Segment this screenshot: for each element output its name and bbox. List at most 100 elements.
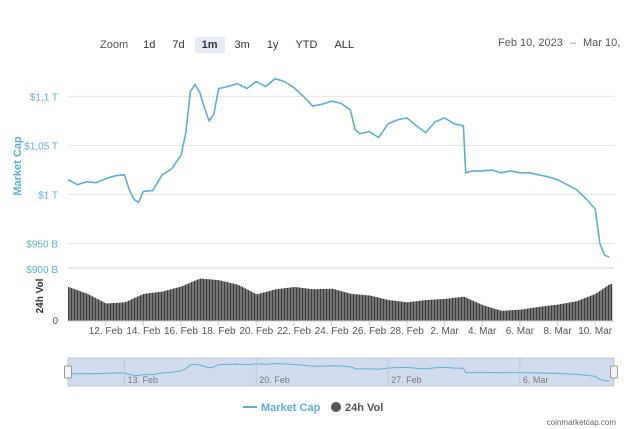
navigator[interactable]: 13. Feb 20. Feb 27. Feb 6. Mar [64,357,618,387]
volume-bar [309,288,311,321]
x-tick-label: 6. Mar [506,326,535,337]
volume-bar [549,305,551,321]
volume-bar [411,301,413,321]
volume-bar [446,298,448,321]
volume-bar [470,299,472,321]
volume-bar [473,300,475,321]
legend-volume-swatch [331,402,341,412]
volume-bar [129,300,131,321]
volume-bar [323,288,325,321]
zoom-all-button[interactable]: ALL [334,39,355,51]
volume-bar [171,288,173,321]
volume-bar [251,291,253,321]
range-from-input[interactable]: Feb 10, 2023 [498,37,563,49]
volume-bar [188,283,190,321]
volume-bar [234,284,236,321]
volume-bar [324,288,326,321]
volume-bar [416,301,418,321]
y-axis: $950 B $1 T $1,05 T $1,1 T $900 B 0 [24,92,58,327]
volume-bar [609,284,611,321]
volume-bar [401,301,403,321]
volume-bar [191,282,193,321]
volume-bar [173,288,175,321]
volume-bar [123,302,125,321]
volume-bar [459,297,461,321]
volume-bar [104,302,106,321]
volume-bar [539,306,541,321]
zoom-7d-button[interactable]: 7d [172,39,185,51]
volume-bar [207,279,209,321]
volume-bar [243,287,245,321]
legend-volume-label[interactable]: 24h Vol [345,402,383,414]
volume-bar [492,308,494,321]
volume-bar [348,293,350,321]
x-tick-label: 26. Feb [352,326,386,337]
volume-bar [371,295,373,321]
volume-bar [260,293,262,321]
zoom-bar: Zoom 1d 7d 1m 3m 1y YTD ALL [100,36,364,54]
zoom-1d-button[interactable]: 1d [143,39,156,51]
volume-bar [224,281,226,321]
volume-bar [512,310,514,321]
volume-bar [359,294,361,321]
volume-bar [363,294,365,321]
volume-bar [288,287,290,321]
zoom-label: Zoom [100,39,129,51]
volume-bar [357,294,359,321]
navigator-left-handle[interactable] [64,365,72,379]
zoom-3m-button[interactable]: 3m [234,39,250,51]
volume-bar [291,287,293,321]
volume-bar [320,289,322,321]
range-to-input[interactable]: Mar 10, 2023 [582,37,624,49]
volume-bar [564,303,566,321]
volume-bar [497,309,499,321]
zoom-1y-button[interactable]: 1y [266,39,279,51]
volume-bar [116,302,118,321]
volume-bar [350,293,352,321]
x-axis: 12. Feb 14. Feb 16. Feb 18. Feb 20. Feb 22. F… [89,321,613,337]
zoom-1m-button[interactable]: 1m [194,37,225,53]
volume-bar [306,288,308,321]
volume-bar [482,305,484,321]
volume-bar [92,296,94,321]
volume-bar [474,301,476,321]
legend-market-cap-label[interactable]: Market Cap [261,402,321,414]
zoom-ytd-button[interactable]: YTD [295,39,318,51]
volume-bar [203,278,205,321]
volume-bar [561,303,563,321]
volume-bar [558,304,560,321]
volume-bar [302,287,304,321]
volume-bar [146,293,148,321]
volume-bar [200,278,202,321]
volume-bar [245,288,247,321]
volume-bar [128,300,130,321]
navigator-right-handle[interactable] [610,365,618,379]
navigator-selection[interactable] [67,357,615,387]
volume-bar [381,298,383,321]
volume-bar [395,300,397,321]
volume-bar [551,305,553,321]
credit-link[interactable]: coinmarketcap.com [546,418,616,427]
volume-bar [392,300,394,321]
navigator-tick-label: 20. Feb [259,375,290,385]
volume-bar [246,289,248,321]
volume-bar [542,306,544,321]
x-tick-label: 4. Mar [468,326,497,337]
volume-bar [366,295,368,321]
range-dash: – [569,37,576,49]
volume-bar [531,307,533,321]
volume-bar [572,301,574,321]
volume-bar [393,300,395,321]
series-market-cap-line[interactable] [67,77,610,258]
volume-bar [147,293,149,321]
volume-bar [156,292,158,321]
volume-bar [405,302,407,321]
volume-bar [209,279,211,321]
volume-bar [431,299,433,321]
volume-bar [578,300,580,321]
volume-bar [282,288,284,321]
volume-bar [456,297,458,321]
volume-bar [159,291,161,321]
volume-bar [300,287,302,321]
